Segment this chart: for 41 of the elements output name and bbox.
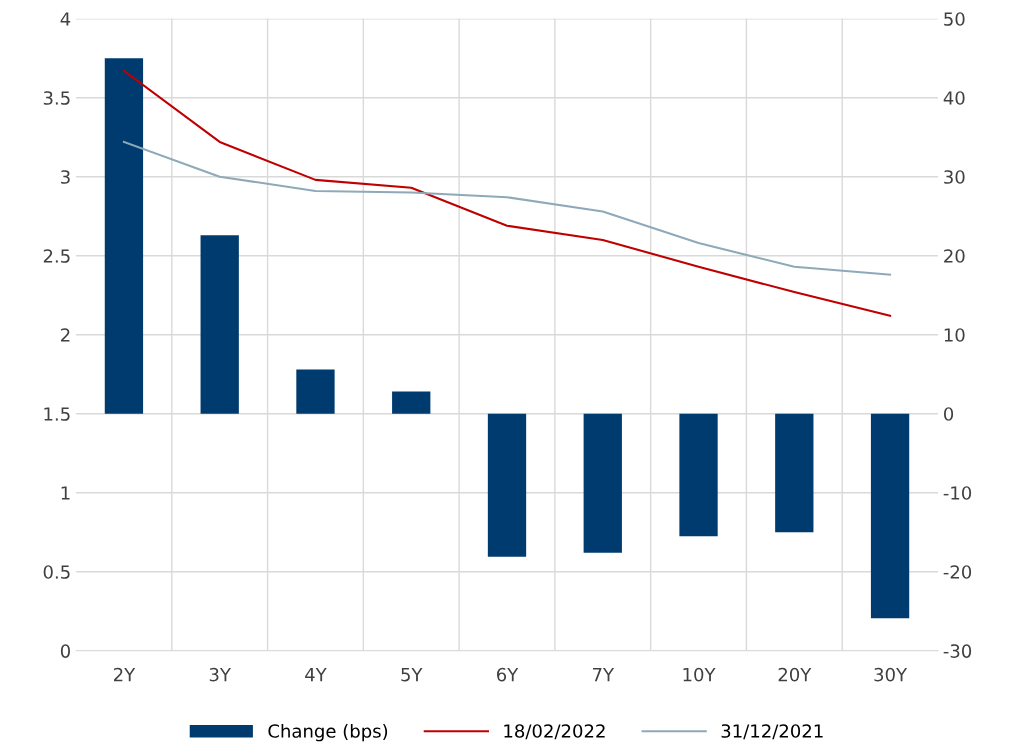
y2-tick-label: 30 bbox=[944, 170, 965, 184]
bar bbox=[583, 413, 622, 553]
x-tick-label: 10Y bbox=[683, 667, 716, 682]
x-tick-label: 20Y bbox=[778, 667, 812, 682]
y2-tick-label: 20 bbox=[944, 249, 965, 263]
x-tick-label: 30Y bbox=[874, 667, 908, 682]
x-tick-label: 4Y bbox=[305, 667, 327, 682]
bar bbox=[200, 235, 239, 414]
y2-tick-label: -30 bbox=[943, 644, 972, 658]
y2-tick-label: 10 bbox=[944, 328, 965, 342]
bar bbox=[870, 413, 910, 619]
y-tick-label: 0 bbox=[60, 644, 70, 658]
line-series bbox=[122, 140, 892, 276]
y-tick-label: 1 bbox=[61, 486, 70, 500]
bar bbox=[775, 413, 814, 533]
y-tick-label: 4 bbox=[60, 12, 71, 26]
legend-label: 31/12/2021 bbox=[721, 724, 823, 740]
y-tick-label: 2 bbox=[61, 328, 70, 342]
y2-tick-label: 0 bbox=[944, 407, 954, 421]
bar bbox=[487, 413, 527, 557]
y-tick-label: 2.5 bbox=[43, 249, 70, 263]
y-tick-label: 1.5 bbox=[44, 407, 70, 421]
y-tick-label: 3 bbox=[61, 170, 70, 184]
y2-tick-label: -10 bbox=[943, 486, 972, 500]
x-tick-label: 2Y bbox=[114, 667, 136, 682]
y-tick-label: 0.5 bbox=[43, 565, 70, 579]
y2-tick-label: -20 bbox=[943, 565, 972, 579]
bar bbox=[296, 369, 335, 414]
legend-label: 18/02/2022 bbox=[504, 724, 605, 740]
y2-tick-label: 40 bbox=[943, 91, 965, 105]
y-tick-label: 3.5 bbox=[43, 91, 70, 105]
x-tick-label: 7Y bbox=[592, 667, 615, 682]
bar bbox=[104, 58, 144, 414]
x-tick-label: 5Y bbox=[401, 667, 423, 682]
y2-tick-label: 50 bbox=[944, 12, 965, 26]
x-tick-label: 3Y bbox=[209, 667, 231, 682]
line-series bbox=[122, 69, 892, 317]
x-tick-label: 6Y bbox=[497, 667, 519, 682]
bar bbox=[392, 391, 431, 414]
legend-label: Change (bps) bbox=[268, 723, 388, 742]
bar bbox=[679, 413, 718, 537]
